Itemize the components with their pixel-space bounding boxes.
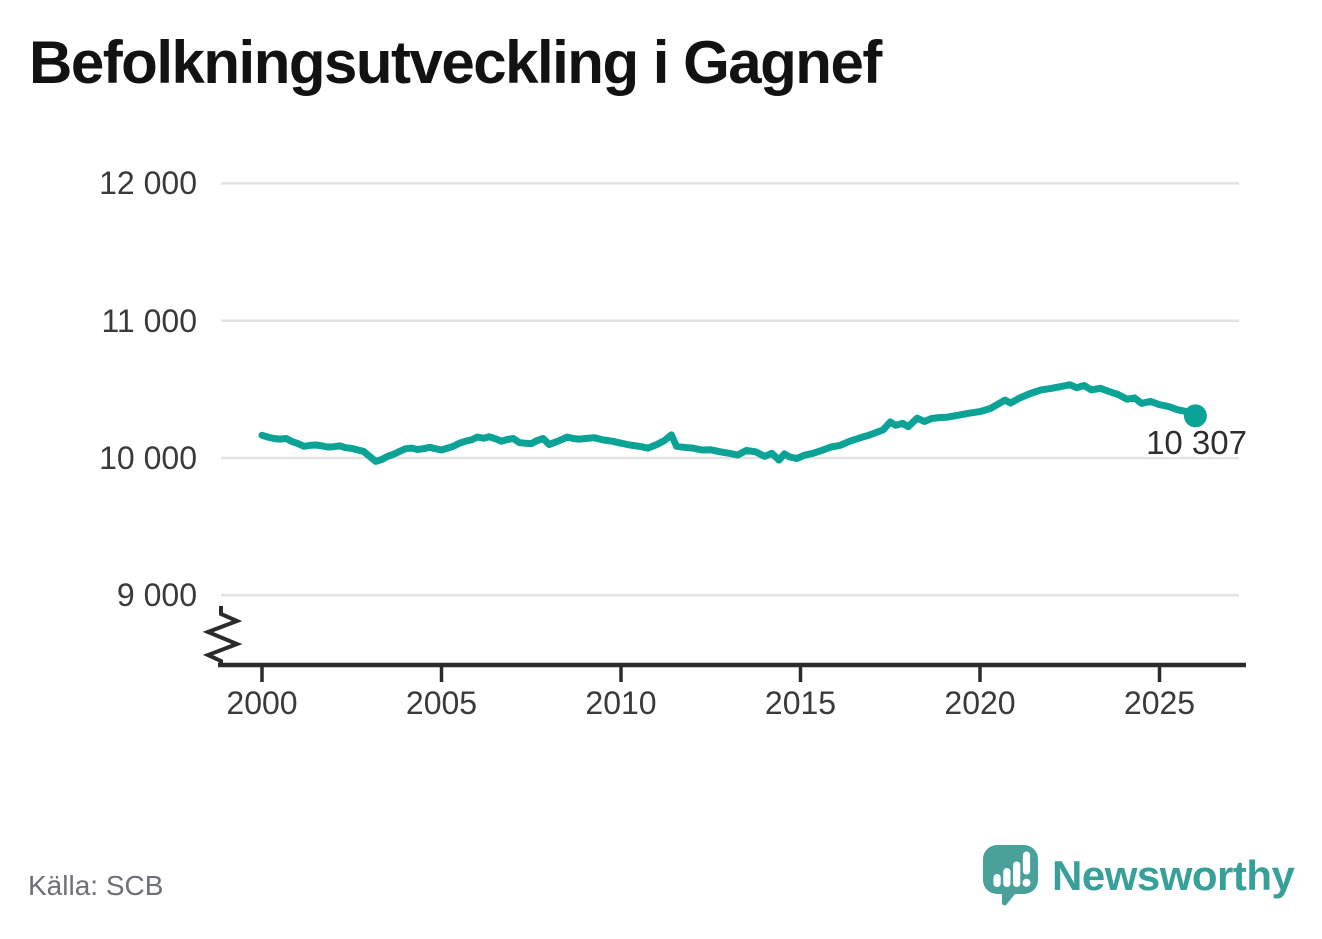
page-title: Befolkningsutveckling i Gagnef	[29, 29, 882, 96]
x-tick-label: 2005	[405, 685, 478, 721]
y-tick-label: 10 000	[99, 440, 197, 476]
x-tick-label: 2015	[764, 685, 837, 721]
x-axis-ticks	[260, 667, 1162, 682]
y-tick-label: 11 000	[101, 302, 198, 339]
end-value-label: 10 307	[1146, 424, 1247, 461]
y-axis-break-icon	[202, 606, 243, 665]
newsworthy-speech-bubble-chart-icon	[983, 845, 1038, 906]
source-caption: Källa: SCB	[28, 870, 164, 901]
series-end-dot	[1183, 404, 1207, 428]
x-tick-label: 2025	[1123, 685, 1196, 721]
newsworthy-logo: Newsworthy	[982, 844, 1295, 908]
newsworthy-wordmark: Newsworthy	[1052, 852, 1295, 899]
population-series-line	[258, 381, 1199, 465]
y-tick-label: 9 000	[116, 577, 197, 614]
x-tick-label: 2020	[944, 685, 1016, 721]
x-tick-label: 2010	[585, 685, 657, 721]
y-tick-label: 12 000	[99, 165, 197, 202]
x-tick-label: 2000	[226, 685, 298, 721]
